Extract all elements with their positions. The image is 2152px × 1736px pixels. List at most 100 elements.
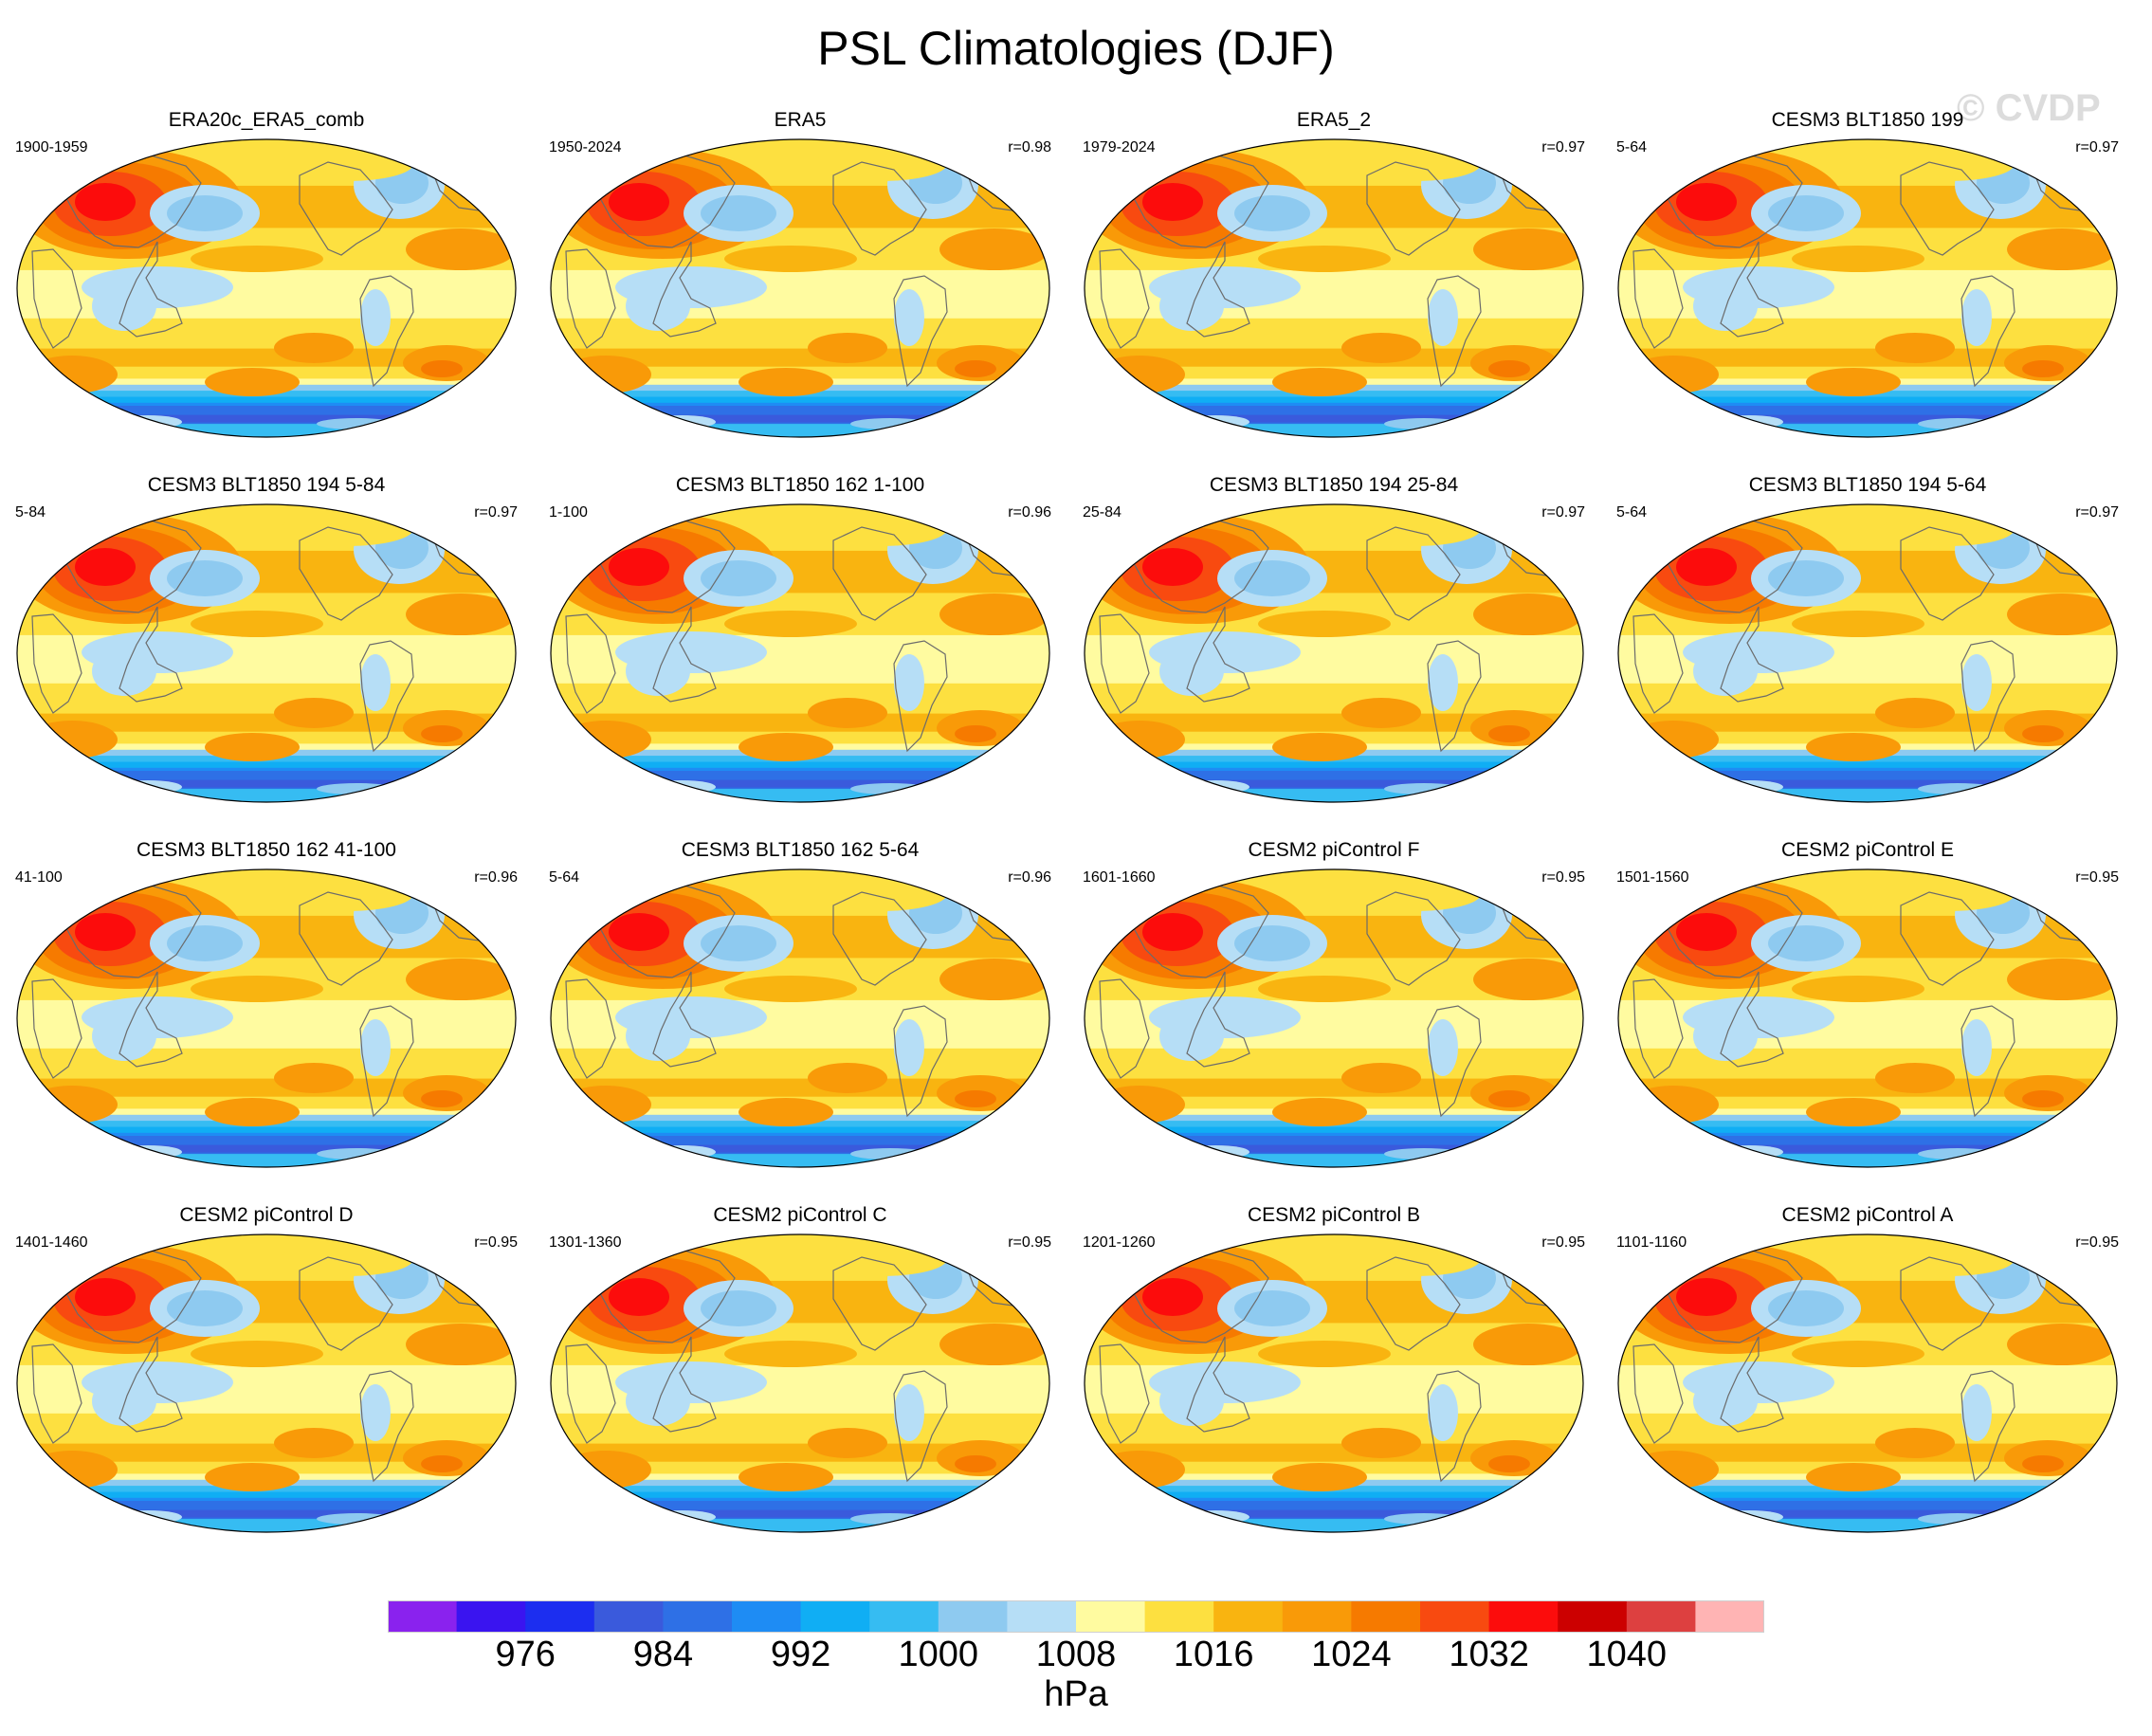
panel-pattern-correlation: r=0.95 bbox=[1541, 869, 1585, 886]
pressure-band bbox=[1618, 1078, 2117, 1098]
pressure-cell bbox=[894, 1019, 924, 1076]
pressure-cell bbox=[1961, 1384, 1992, 1441]
coastline bbox=[119, 241, 183, 338]
robinson-map bbox=[1617, 138, 2118, 438]
pressure-cell bbox=[1806, 368, 1901, 396]
panel-title: CESM3 BLT1850 162 41-100 bbox=[137, 839, 396, 861]
pressure-cell bbox=[1272, 733, 1367, 761]
pressure-cell bbox=[2007, 228, 2117, 270]
coastline bbox=[893, 275, 948, 388]
coastline bbox=[893, 1370, 948, 1483]
coastline bbox=[565, 1343, 616, 1444]
map-panel: CESM2 piControl E 1501-1560 r=0.95 bbox=[1601, 839, 2134, 1201]
colorbar-swatch bbox=[869, 1600, 939, 1633]
coastline bbox=[1099, 978, 1150, 1079]
pressure-cell bbox=[1473, 594, 1583, 635]
pressure-cell bbox=[1428, 1384, 1458, 1441]
pressure-cell bbox=[1693, 282, 1758, 331]
coastline bbox=[832, 161, 927, 256]
circumpolar-trough bbox=[551, 1509, 1049, 1518]
pressure-band bbox=[1618, 1234, 2117, 1282]
pressure-cell bbox=[814, 1242, 947, 1276]
panel-title: CESM3 BLT1850 194 25-84 bbox=[1209, 474, 1459, 496]
pressure-cell bbox=[1488, 360, 1530, 377]
coastline bbox=[1133, 154, 1269, 248]
pressure-band bbox=[1085, 396, 1583, 404]
pressure-cell bbox=[191, 246, 323, 272]
pressure-cell bbox=[1348, 147, 1481, 181]
panel-period: 5-64 bbox=[1616, 504, 1648, 521]
panel-pattern-correlation: r=0.95 bbox=[2075, 1234, 2119, 1251]
colorbar-tick-label: 1008 bbox=[1035, 1635, 1117, 1674]
pressure-band bbox=[551, 1234, 1049, 1282]
robinson-map bbox=[16, 868, 517, 1168]
coastline bbox=[359, 1005, 414, 1118]
pressure-cell bbox=[1341, 698, 1421, 728]
pressure-band bbox=[17, 1234, 516, 1282]
coastline bbox=[1427, 1370, 1482, 1483]
pressure-band bbox=[1618, 1048, 2117, 1080]
pressure-cell bbox=[92, 1377, 156, 1426]
map-boundary bbox=[1084, 138, 1584, 438]
pressure-cell bbox=[1875, 698, 1955, 728]
coastline bbox=[119, 971, 183, 1068]
pressure-cell bbox=[814, 877, 947, 911]
pressure-cell bbox=[406, 959, 516, 1000]
map-boundary bbox=[16, 503, 517, 803]
pressure-cell bbox=[739, 733, 833, 761]
circumpolar-trough bbox=[1085, 406, 1583, 417]
coastline bbox=[1720, 606, 1784, 703]
pressure-cell bbox=[92, 282, 156, 331]
psl-field bbox=[17, 1234, 516, 1532]
colorbar-tick-label: 992 bbox=[770, 1635, 831, 1674]
coastline bbox=[1632, 1343, 1684, 1444]
antarctic-patch bbox=[1181, 780, 1249, 794]
coastline bbox=[1632, 978, 1684, 1079]
pressure-cell bbox=[1094, 721, 1185, 758]
pressure-cell bbox=[2007, 594, 2117, 635]
circumpolar-trough bbox=[1618, 406, 2117, 417]
pressure-cell bbox=[1676, 183, 1737, 221]
map-boundary bbox=[16, 138, 517, 438]
pressure-cell bbox=[205, 368, 300, 396]
pressure-band bbox=[1085, 683, 1583, 715]
map-boundary bbox=[1084, 868, 1584, 1168]
pressure-cell bbox=[1473, 959, 1583, 1000]
panel-period: 25-84 bbox=[1083, 504, 1122, 521]
pressure-cell bbox=[1676, 548, 1737, 586]
panel-pattern-correlation: r=0.98 bbox=[1008, 139, 1051, 155]
circumpolar-trough bbox=[1618, 771, 2117, 782]
panel-period: 5-64 bbox=[549, 869, 580, 886]
coastline bbox=[893, 1005, 948, 1118]
coastline bbox=[893, 640, 948, 753]
pressure-band bbox=[17, 713, 516, 733]
circumpolar-trough bbox=[17, 1136, 516, 1147]
pressure-cell bbox=[894, 289, 924, 346]
map-panel: CESM3 BLT1850 194 25-84 25-84 r=0.97 bbox=[1067, 474, 1600, 836]
circumpolar-trough bbox=[17, 1509, 516, 1518]
coastline bbox=[1133, 1249, 1269, 1343]
panel-period: 1201-1260 bbox=[1083, 1234, 1156, 1251]
colorbar-swatch bbox=[1558, 1600, 1628, 1633]
pressure-cell bbox=[1159, 1377, 1224, 1426]
robinson-map bbox=[1617, 868, 2118, 1168]
pressure-cell bbox=[955, 1455, 996, 1472]
pressure-cell bbox=[814, 147, 947, 181]
coastline bbox=[1900, 161, 1995, 256]
pressure-band bbox=[1618, 1443, 2117, 1463]
map-boundary bbox=[550, 138, 1050, 438]
pressure-cell bbox=[626, 1377, 690, 1426]
map-boundary bbox=[1084, 503, 1584, 803]
coastline bbox=[652, 971, 717, 1068]
pressure-cell bbox=[1341, 1063, 1421, 1093]
coastline bbox=[299, 1256, 393, 1351]
circumpolar-trough bbox=[17, 1144, 516, 1153]
antarctic-patch bbox=[1715, 1145, 1783, 1159]
circumpolar-trough bbox=[1085, 771, 1583, 782]
robinson-map bbox=[16, 138, 517, 438]
coastline bbox=[31, 978, 82, 1079]
coastline bbox=[1667, 154, 1803, 248]
pressure-band bbox=[1085, 1048, 1583, 1080]
pressure-cell bbox=[1693, 1012, 1758, 1061]
colorbar-swatch bbox=[1695, 1600, 1764, 1633]
